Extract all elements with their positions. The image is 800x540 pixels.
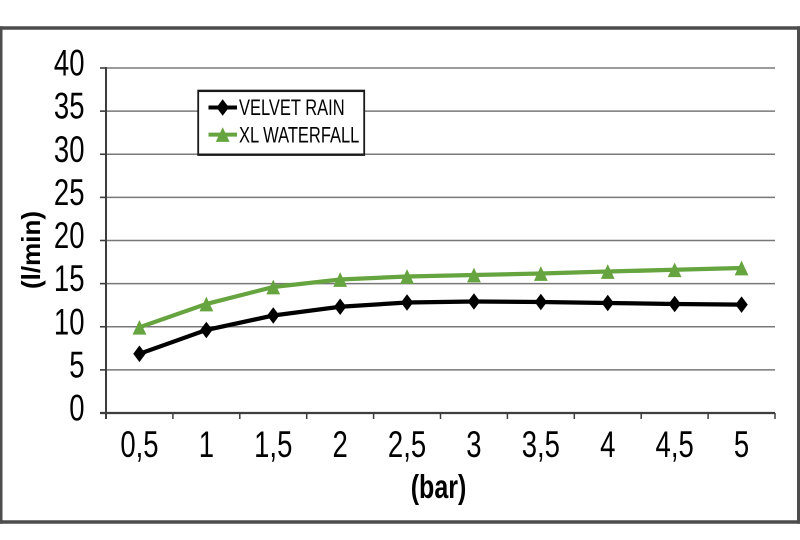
svg-text:2,5: 2,5: [388, 424, 426, 465]
svg-text:4: 4: [600, 424, 615, 465]
svg-text:25: 25: [54, 172, 85, 213]
svg-text:3,5: 3,5: [522, 424, 560, 465]
svg-text:10: 10: [54, 302, 85, 343]
svg-text:1: 1: [199, 424, 214, 465]
svg-text:5: 5: [734, 424, 749, 465]
svg-text:30: 30: [54, 129, 85, 170]
svg-text:(bar): (bar): [411, 469, 467, 506]
svg-text:40: 40: [54, 43, 85, 84]
svg-text:1,5: 1,5: [254, 424, 292, 465]
svg-text:4,5: 4,5: [656, 424, 694, 465]
svg-text:2: 2: [333, 424, 348, 465]
svg-text:3: 3: [466, 424, 481, 465]
svg-text:VELVET RAIN: VELVET RAIN: [239, 96, 345, 121]
svg-text:20: 20: [54, 215, 85, 256]
svg-text:35: 35: [54, 86, 85, 127]
svg-text:15: 15: [54, 258, 85, 299]
svg-text:0: 0: [69, 388, 84, 429]
svg-text:0,5: 0,5: [120, 424, 158, 465]
svg-text:5: 5: [69, 345, 84, 386]
svg-text:XL WATERFALL: XL WATERFALL: [239, 123, 359, 148]
